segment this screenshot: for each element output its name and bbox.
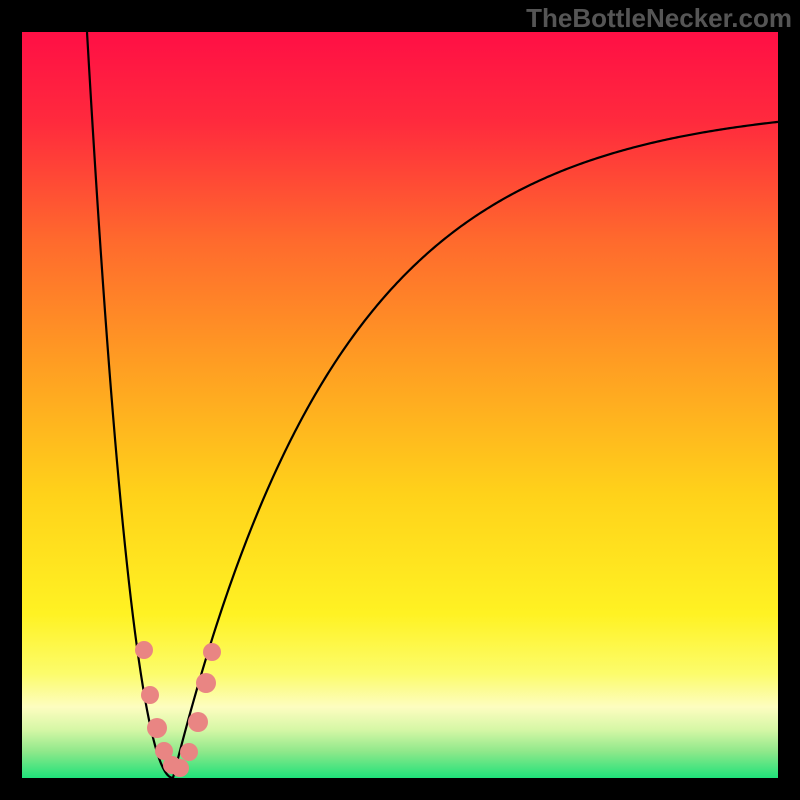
watermark-text: TheBottleNecker.com (526, 3, 792, 34)
chart-frame: TheBottleNecker.com (0, 0, 800, 800)
gradient-and-curve-svg (22, 32, 778, 778)
marker-point (171, 759, 189, 777)
marker-point (196, 673, 216, 693)
marker-point (147, 718, 167, 738)
marker-point (141, 686, 159, 704)
gradient-background (22, 32, 778, 778)
marker-point (203, 643, 221, 661)
plot-area (22, 32, 778, 778)
marker-point (135, 641, 153, 659)
marker-point (180, 743, 198, 761)
marker-point (188, 712, 208, 732)
